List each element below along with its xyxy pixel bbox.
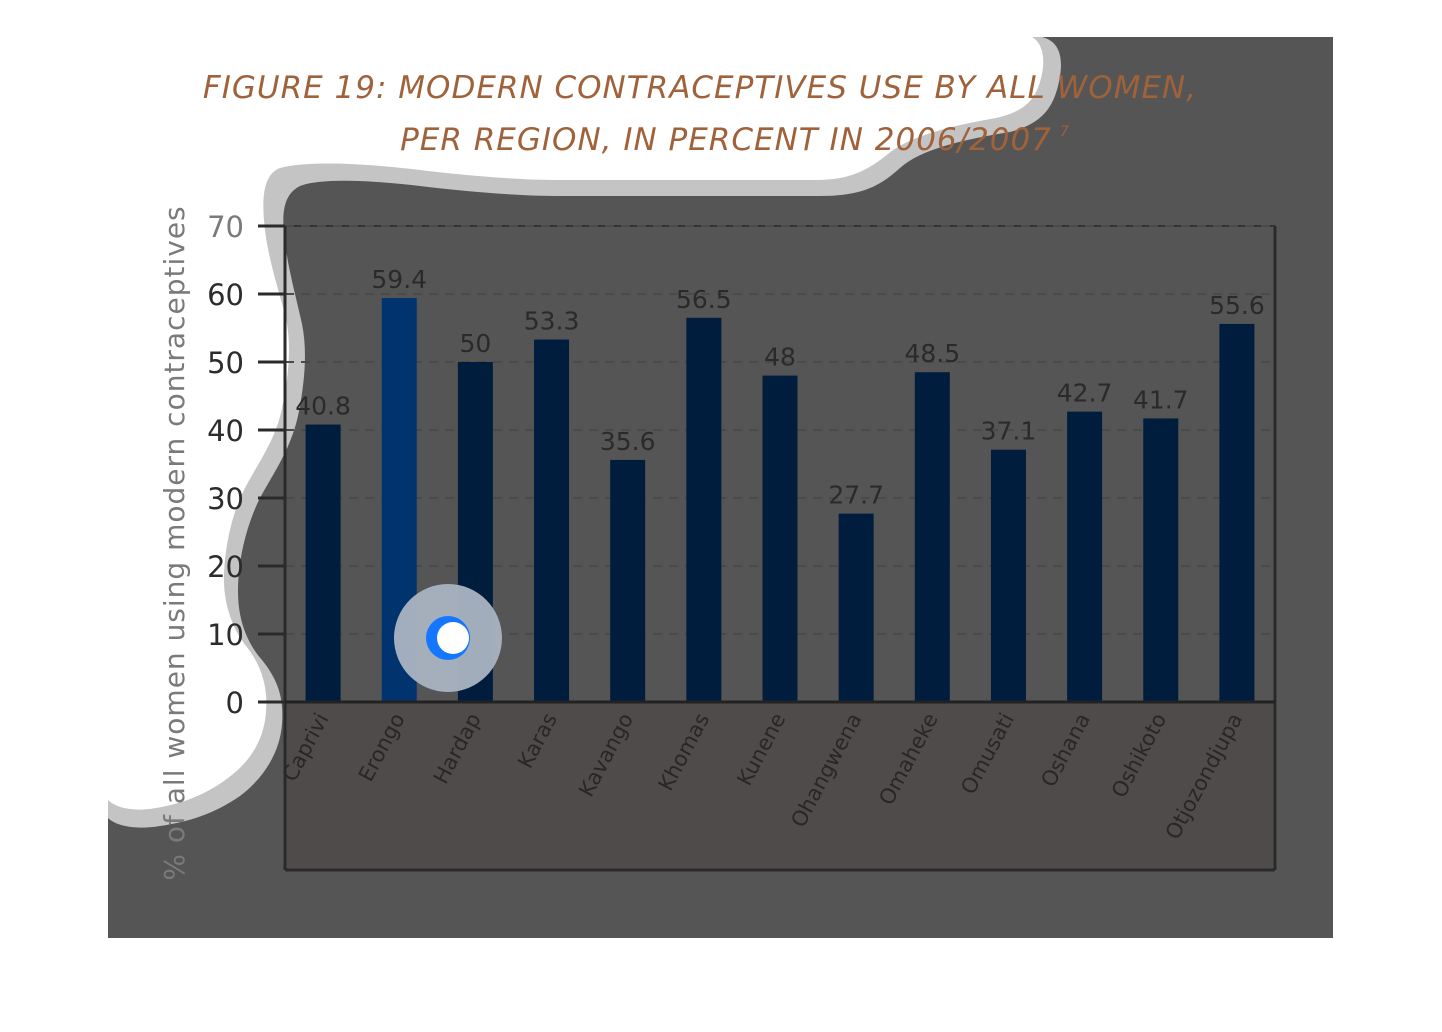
bar-khomas — [686, 317, 722, 702]
y-ticks: 0 10 20 30 40 50 60 70 — [207, 210, 285, 720]
cursor-center — [437, 622, 469, 654]
data-label-oshikoto: 41.7 — [1133, 385, 1189, 414]
bar-caprivi — [305, 424, 341, 702]
spotlight-region — [108, 37, 1061, 828]
bar-ohangwena — [838, 513, 874, 702]
chart-title-line1: FIGURE 19: MODERN CONTRACEPTIVES USE BY … — [203, 70, 1197, 106]
y-tick-label: 50 — [207, 346, 244, 380]
data-label-erongo: 59.4 — [371, 265, 427, 294]
bar-kavango — [610, 459, 646, 702]
title-footnote-marker: 7 — [1060, 124, 1070, 140]
data-label-karas: 53.3 — [524, 307, 580, 336]
y-tick-label: 20 — [207, 550, 244, 584]
data-labels: 40.8 59.4 50 53.3 35.6 56.5 48 27.7 48.5 37.1 42.7… — [295, 265, 1265, 510]
spotlight-clear — [108, 37, 1044, 810]
y-tick-label: 0 — [226, 686, 244, 720]
data-label-kavango: 35.6 — [600, 427, 656, 456]
y-tick-label: 60 — [207, 278, 244, 312]
bar-otjozondjupa — [1219, 323, 1255, 702]
data-label-hardap: 50 — [459, 329, 491, 358]
bar-oshikoto — [1143, 418, 1179, 702]
cursor-marker — [394, 584, 502, 692]
chart-title-line2: PER REGION, IN PERCENT IN 2006/2007 7 — [400, 122, 1070, 158]
data-label-omaheke: 48.5 — [904, 339, 960, 368]
data-label-khomas: 56.5 — [676, 285, 732, 314]
data-label-caprivi: 40.8 — [295, 392, 351, 421]
bar-oshana — [1067, 411, 1103, 702]
bar-omaheke — [914, 372, 950, 702]
y-tick-label: 30 — [207, 482, 244, 516]
bar-karas — [534, 339, 570, 702]
chart-title-line2-text: PER REGION, IN PERCENT IN 2006/2007 — [400, 122, 1052, 158]
data-label-otjozondjupa: 55.6 — [1209, 291, 1265, 320]
data-label-ohangwena: 27.7 — [828, 481, 884, 510]
y-tick-label: 70 — [207, 210, 244, 244]
y-tick-label: 40 — [207, 414, 244, 448]
lower-band — [285, 702, 1275, 870]
y-tick-label: 10 — [207, 618, 244, 652]
gridlines — [285, 225, 1275, 635]
bar-kunene — [762, 375, 798, 702]
data-label-kunene: 48 — [764, 343, 796, 372]
data-label-omusati: 37.1 — [981, 417, 1037, 446]
data-label-oshana: 42.7 — [1057, 379, 1113, 408]
bar-omusati — [990, 449, 1026, 702]
y-axis-label: % of all women using modern contraceptiv… — [158, 205, 191, 880]
